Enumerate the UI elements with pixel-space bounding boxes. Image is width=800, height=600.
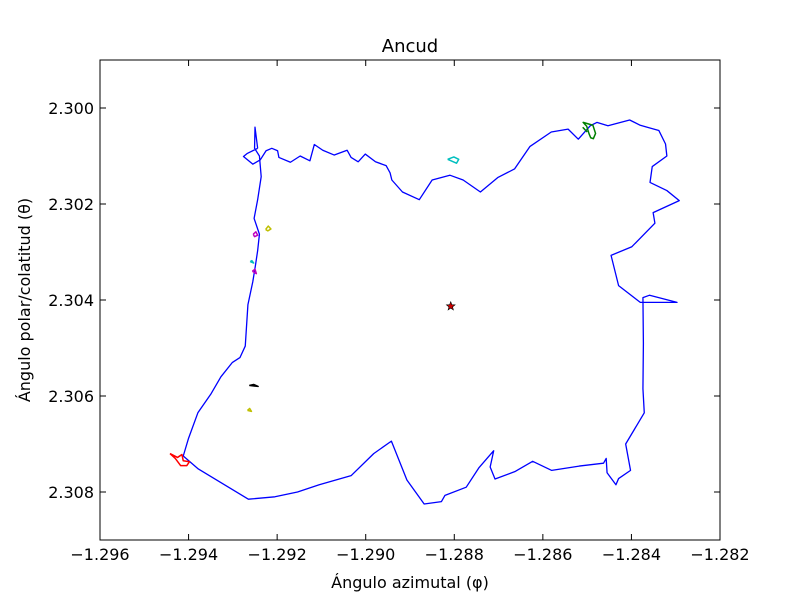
y-axis-label: Ángulo polar/colatitud (θ)	[15, 198, 34, 402]
x-tick-label: −1.282	[690, 545, 749, 564]
y-tick-label: 2.306	[48, 387, 94, 406]
series-line-4	[252, 231, 259, 238]
x-axis-ticks: −1.296 −1.294 −1.292 −1.290 −1.288 −1.286 −1.2…	[70, 60, 750, 564]
center-star-marker	[445, 300, 456, 311]
series-line-0	[182, 119, 680, 505]
series-line-5	[249, 259, 255, 264]
series-line-7	[249, 383, 259, 388]
y-axis-ticks: 2.300 2.302 2.304 2.306 2.308	[48, 99, 720, 502]
series-line-10	[582, 126, 588, 133]
series-line-8	[246, 407, 253, 413]
y-tick-label: 2.300	[48, 99, 94, 118]
x-tick-label: −1.286	[513, 545, 572, 564]
x-tick-label: −1.288	[425, 545, 484, 564]
plot-lines	[169, 119, 680, 505]
x-axis-label: Ángulo azimutal (φ)	[331, 573, 489, 592]
series-line-9	[169, 452, 191, 467]
series-line-2	[447, 156, 460, 164]
x-tick-label: −1.294	[159, 545, 218, 564]
chart-title: Ancud	[382, 36, 438, 57]
center-marker	[445, 300, 456, 311]
x-tick-label: −1.284	[602, 545, 661, 564]
series-line-3	[265, 225, 272, 232]
x-tick-label: −1.292	[248, 545, 307, 564]
y-tick-label: 2.302	[48, 195, 94, 214]
series-line-6	[251, 268, 258, 275]
y-tick-label: 2.304	[48, 291, 94, 310]
y-tick-label: 2.308	[48, 483, 94, 502]
x-tick-label: −1.290	[336, 545, 395, 564]
x-tick-label: −1.296	[70, 545, 129, 564]
series-line-1	[582, 121, 597, 140]
